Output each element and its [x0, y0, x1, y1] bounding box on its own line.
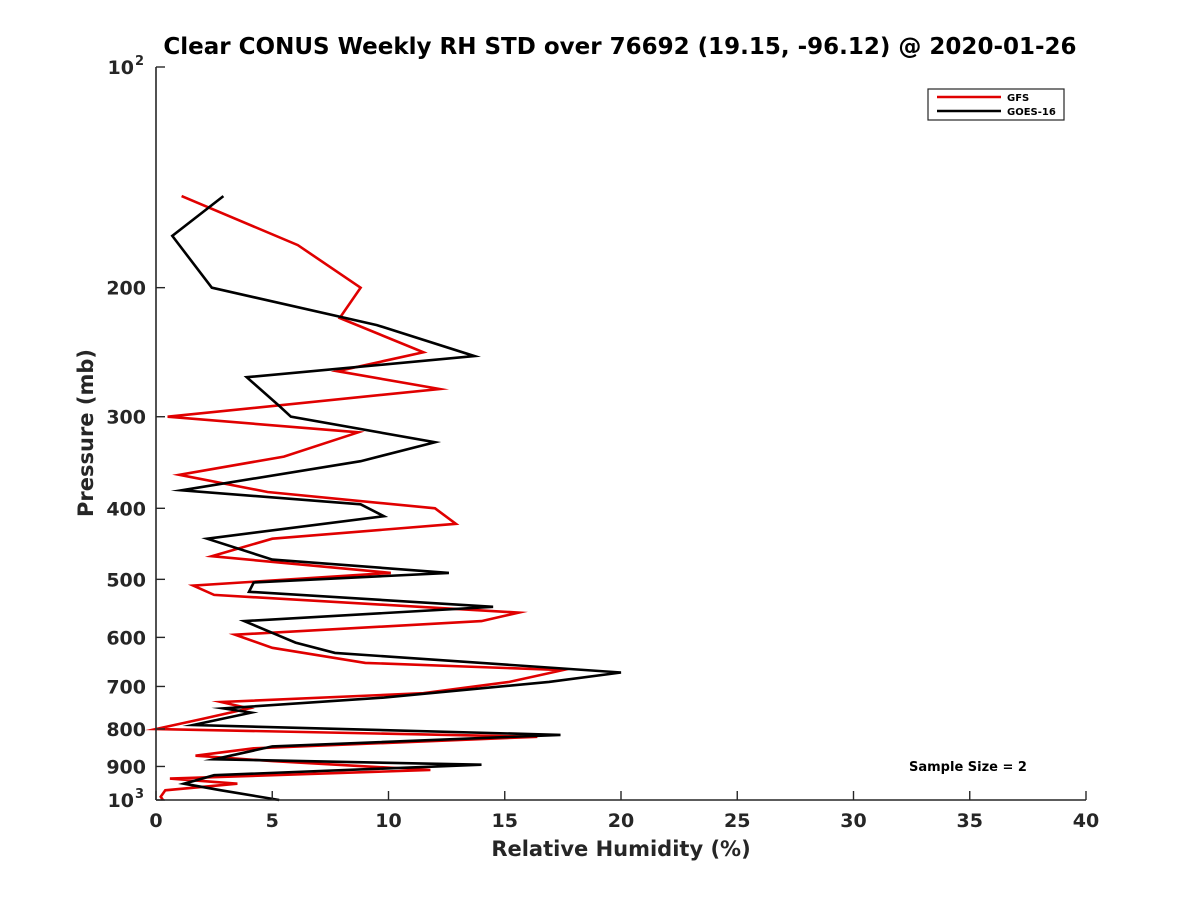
legend-label-goes16: GOES-16 — [1007, 107, 1056, 118]
sample-size-annotation: Sample Size = 2 — [909, 760, 1027, 775]
x-tick-label: 15 — [492, 810, 518, 832]
y-tick-label: 900 — [106, 756, 146, 778]
y-tick-exponent: 2 — [135, 54, 144, 69]
y-tick-label: 700 — [106, 676, 146, 698]
x-tick-label: 5 — [266, 810, 279, 832]
x-tick-label: 35 — [957, 810, 983, 832]
legend-box — [927, 88, 1065, 121]
series-line-goes16 — [170, 195, 622, 802]
y-tick-label: 400 — [106, 498, 146, 520]
y-tick-label: 10 — [108, 57, 134, 79]
y-tick-label: 600 — [106, 627, 146, 649]
x-tick-label: 30 — [840, 810, 866, 832]
y-tick-label: 10 — [108, 790, 134, 812]
x-tick-label: 10 — [375, 810, 401, 832]
chart-title: Clear CONUS Weekly RH STD over 76692 (19… — [163, 34, 1076, 60]
legend: GFS GOES-16 — [927, 88, 1065, 121]
legend-label-gfs: GFS — [1007, 93, 1029, 104]
x-tick-label: 25 — [724, 810, 750, 832]
series-layer — [144, 194, 622, 802]
y-tick-label: 200 — [106, 278, 146, 300]
x-tick-label: 20 — [608, 810, 634, 832]
y-tick-exponent: 3 — [135, 787, 144, 802]
x-tick-label: 40 — [1073, 810, 1099, 832]
y-axis-label: Pressure (mb) — [74, 349, 98, 517]
y-tick-label: 800 — [106, 719, 146, 741]
x-tick-label: 0 — [149, 810, 162, 832]
x-axis-label: Relative Humidity (%) — [491, 837, 750, 861]
y-tick-label: 500 — [106, 569, 146, 591]
y-tick-label: 300 — [106, 407, 146, 429]
